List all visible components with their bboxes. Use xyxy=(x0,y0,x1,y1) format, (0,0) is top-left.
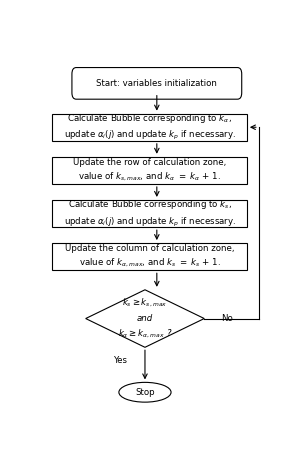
Text: Yes: Yes xyxy=(114,356,129,365)
Bar xyxy=(53,157,247,184)
Text: No: No xyxy=(221,314,233,323)
Text: Update the column of calculation zone,
value of $k_{\alpha,max}$, and $k_s$ $=$ : Update the column of calculation zone, v… xyxy=(65,244,234,269)
Polygon shape xyxy=(86,290,204,347)
Text: $k_s \geq k_{s,max}$
and
$k_{\alpha} \geq k_{\alpha,max}$ ?: $k_s \geq k_{s,max}$ and $k_{\alpha} \ge… xyxy=(118,297,172,340)
Text: Start: variables initialization: Start: variables initialization xyxy=(96,79,217,88)
Text: Calculate Bubble corresponding to $k_{\alpha}$,
update $\alpha_i(j)$ and update : Calculate Bubble corresponding to $k_{\a… xyxy=(64,112,236,142)
Text: Calculate Bubble corresponding to $k_s$,
update $\alpha_i(j)$ and update $k_p$ i: Calculate Bubble corresponding to $k_s$,… xyxy=(64,198,236,229)
Text: Stop: Stop xyxy=(135,388,155,397)
Text: Update the row of calculation zone,
value of $k_{s,max}$, and $k_{\alpha}$ $=$ $: Update the row of calculation zone, valu… xyxy=(73,158,226,183)
Ellipse shape xyxy=(119,382,171,402)
Bar xyxy=(53,243,247,270)
Bar xyxy=(53,114,247,141)
FancyBboxPatch shape xyxy=(72,68,242,99)
Bar xyxy=(53,200,247,227)
